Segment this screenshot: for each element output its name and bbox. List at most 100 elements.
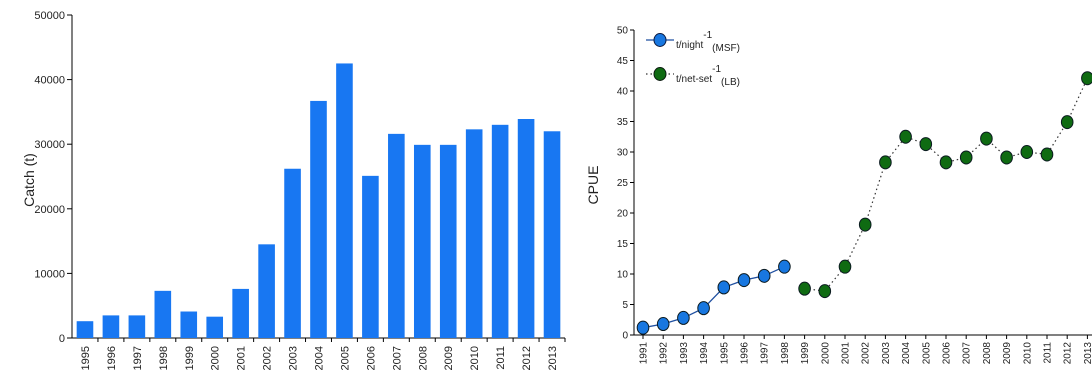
right-x-tick-label: 1995 bbox=[719, 342, 730, 365]
bar-1995 bbox=[76, 321, 94, 338]
legend-sub-lb: (LB) bbox=[721, 77, 740, 88]
left-y-tick-label: 30000 bbox=[34, 139, 65, 151]
left-x-tick-labels: 1995 1996 1997 1998 1999 2000 2001 2002 2003 2004… bbox=[80, 346, 559, 370]
legend-label-lb: t/net-set bbox=[676, 74, 712, 85]
left-y-tick-label: 40000 bbox=[34, 75, 65, 87]
point-s1-2001 bbox=[838, 259, 852, 274]
left-x-tick-label: 2007 bbox=[391, 346, 403, 370]
right-y-tick-label: 20 bbox=[617, 209, 629, 220]
svg-text:t/net-set-1(LB): t/net-set-1(LB) bbox=[676, 64, 740, 88]
point-s0-1995 bbox=[717, 280, 731, 295]
right-x-tick-label: 2009 bbox=[1002, 342, 1013, 365]
bar-2012 bbox=[517, 119, 535, 338]
left-x-tick-label: 2011 bbox=[495, 346, 507, 370]
right-y-tick-label: 45 bbox=[617, 56, 629, 67]
left-x-tick-label: 2004 bbox=[314, 346, 326, 370]
bar-1999 bbox=[180, 311, 198, 338]
point-s1-2008 bbox=[980, 131, 993, 146]
left-y-tick-labels: 0 10000 20000 30000 40000 50000 bbox=[34, 10, 65, 345]
point-s1-2000 bbox=[818, 284, 832, 299]
point-s0-1994 bbox=[697, 301, 710, 316]
bar-2002 bbox=[258, 244, 275, 338]
left-x-tick-label: 2003 bbox=[288, 346, 300, 370]
svg-text:t/night-1(MSF): t/night-1(MSF) bbox=[676, 30, 740, 54]
bar-2005 bbox=[336, 63, 353, 338]
right-x-tick-label: 1996 bbox=[740, 342, 751, 365]
right-x-tick-label: 2004 bbox=[901, 342, 912, 365]
right-series-points bbox=[636, 71, 1092, 335]
right-x-tick-label: 2001 bbox=[841, 342, 852, 365]
left-y-axis-label: Catch (t) bbox=[21, 153, 37, 207]
catch-bar-chart: Catch (t) 1995 1996 1997 1998 1999 2000 2001 20… bbox=[21, 10, 566, 370]
right-x-tick-label: 2012 bbox=[1063, 342, 1074, 365]
right-x-tick-label: 1991 bbox=[639, 342, 650, 365]
bar-2004 bbox=[310, 100, 327, 338]
point-s0-1998 bbox=[778, 259, 791, 274]
right-y-tick-label: 40 bbox=[617, 87, 629, 98]
right-y-tick-label: 50 bbox=[617, 26, 629, 37]
left-y-tick-label: 20000 bbox=[34, 204, 65, 216]
point-s1-2013 bbox=[1081, 71, 1092, 86]
left-x-tick-label: 2012 bbox=[521, 346, 533, 370]
bar-1996 bbox=[102, 315, 120, 338]
right-x-tick-labels: 1991 1992 1993 1994 1995 1996 1997 1998 1999 2000… bbox=[639, 342, 1092, 365]
point-s1-2007 bbox=[959, 150, 973, 165]
legend-label-msf: t/night bbox=[676, 40, 703, 51]
left-x-tick-label: 2009 bbox=[443, 346, 455, 370]
left-x-tick-label: 1999 bbox=[184, 346, 196, 370]
left-x-tick-label: 2013 bbox=[547, 346, 559, 370]
bar-2007 bbox=[388, 133, 405, 338]
point-s1-2012 bbox=[1060, 115, 1074, 130]
right-y-tick-label: 5 bbox=[622, 300, 628, 311]
left-x-tick-label: 2001 bbox=[236, 346, 248, 370]
legend-entry-lb: t/net-set-1(LB) bbox=[646, 64, 740, 88]
point-s1-2009 bbox=[1000, 150, 1013, 165]
left-x-tick-label: 1995 bbox=[80, 346, 92, 370]
bar-2011 bbox=[491, 124, 509, 338]
bar-1997 bbox=[128, 315, 146, 338]
legend-entry-msf: t/night-1(MSF) bbox=[646, 30, 740, 54]
right-x-tick-label: 1993 bbox=[679, 342, 690, 365]
legend-sub-msf: (MSF) bbox=[712, 43, 740, 54]
right-x-tick-label: 2013 bbox=[1083, 342, 1092, 365]
bar-2001 bbox=[232, 288, 249, 338]
left-axes bbox=[67, 14, 566, 342]
right-x-tick-label: 1999 bbox=[800, 342, 811, 365]
point-s1-2004 bbox=[899, 129, 912, 144]
right-x-tick-label: 2006 bbox=[942, 342, 953, 365]
point-s1-2002 bbox=[858, 217, 872, 232]
right-x-tick-label: 2007 bbox=[962, 342, 973, 365]
series-line-1 bbox=[804, 77, 1088, 292]
right-y-axis-label: CPUE bbox=[585, 166, 601, 205]
left-x-tick-label: 1997 bbox=[132, 346, 144, 370]
bar-2013 bbox=[543, 131, 561, 338]
point-s1-2005 bbox=[919, 137, 933, 152]
left-y-tick-label: 50000 bbox=[34, 10, 65, 22]
right-y-tick-label: 35 bbox=[617, 117, 629, 128]
left-x-tick-label: 2000 bbox=[210, 346, 222, 370]
bar-1998 bbox=[154, 290, 172, 338]
legend-marker-lb bbox=[653, 67, 667, 81]
right-x-tick-label: 2010 bbox=[1022, 342, 1033, 365]
legend-marker-msf bbox=[653, 33, 667, 47]
right-x-tick-label: 2008 bbox=[982, 342, 993, 365]
cpue-line-chart: CPUE 1991 1992 1993 1994 1995 1996 1997 1998 199… bbox=[585, 26, 1092, 365]
point-s0-1993 bbox=[677, 310, 690, 325]
bar-2006 bbox=[362, 175, 379, 338]
right-x-tick-label: 1994 bbox=[699, 342, 710, 365]
point-s0-1996 bbox=[737, 273, 751, 288]
right-x-tick-label: 2011 bbox=[1043, 342, 1054, 364]
right-series-lines bbox=[642, 77, 1088, 329]
point-s1-2010 bbox=[1020, 145, 1034, 159]
left-x-tick-label: 2010 bbox=[469, 346, 481, 370]
left-x-tick-label: 2006 bbox=[365, 346, 377, 370]
right-x-tick-label: 1998 bbox=[780, 342, 791, 365]
right-y-tick-label: 30 bbox=[617, 148, 629, 159]
left-x-tick-label: 1998 bbox=[158, 346, 170, 370]
point-s0-1991 bbox=[636, 320, 650, 335]
right-x-tick-label: 2002 bbox=[861, 342, 872, 365]
left-x-tick-label: 2002 bbox=[262, 346, 274, 370]
bar-2008 bbox=[413, 144, 431, 338]
right-y-tick-label: 25 bbox=[617, 178, 629, 189]
